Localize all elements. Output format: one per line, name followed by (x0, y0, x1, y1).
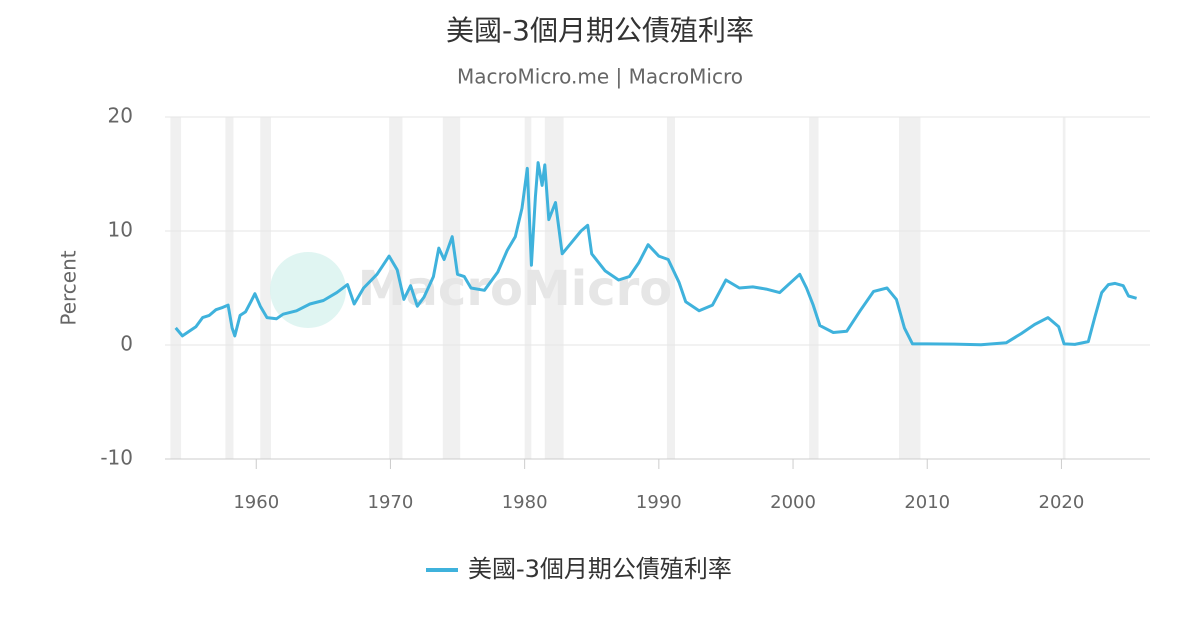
chart-title: 美國-3個月期公債殖利率 (446, 14, 754, 47)
recession-band (1062, 117, 1066, 459)
recession-band (809, 117, 819, 459)
y-tick-label: 20 (108, 104, 133, 128)
x-tick-label: 2000 (770, 492, 816, 513)
x-tick-label: 2010 (904, 492, 950, 513)
recession-band (170, 117, 182, 459)
y-axis-label: Percent (57, 250, 81, 325)
recession-band (225, 117, 234, 459)
x-tick-label: 1980 (502, 492, 548, 513)
recession-band (389, 117, 403, 459)
chart-subtitle: MacroMicro.me | MacroMicro (457, 65, 743, 89)
watermark: MacroMicro (358, 261, 673, 317)
recession-band (899, 117, 921, 459)
line-series (174, 161, 1138, 347)
x-tick-label: 1990 (636, 492, 682, 513)
y-tick-label: 10 (108, 218, 133, 242)
x-tick-label: 1970 (368, 492, 414, 513)
recession-band (442, 117, 461, 459)
y-tick-label: -10 (100, 446, 133, 470)
watermark-logo (270, 252, 346, 328)
x-tick-label: 1960 (233, 492, 279, 513)
recession-band (524, 117, 532, 459)
recession-band (260, 117, 272, 459)
recession-band (544, 117, 564, 459)
recession-band (666, 117, 675, 459)
legend-label: 美國-3個月期公債殖利率 (468, 555, 732, 583)
y-tick-label: 0 (120, 332, 133, 356)
x-tick-label: 2020 (1039, 492, 1085, 513)
